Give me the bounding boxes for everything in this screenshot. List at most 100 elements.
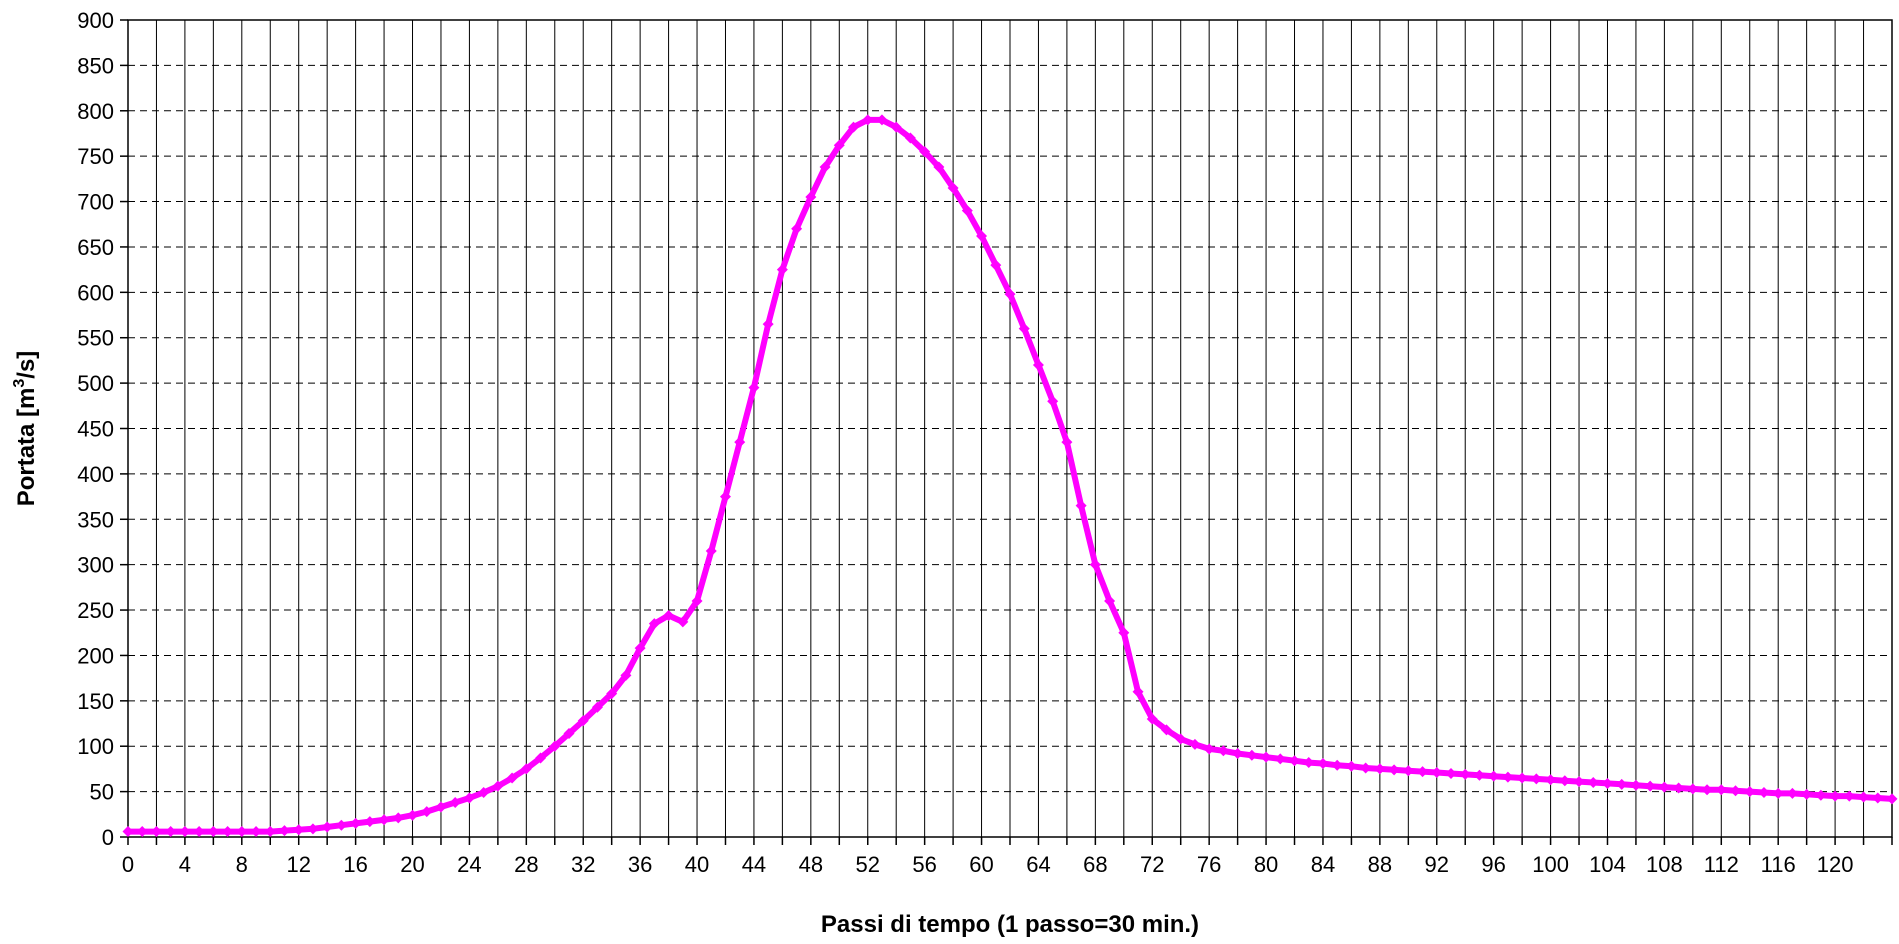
data-point: [535, 752, 547, 764]
data-point: [634, 642, 646, 654]
data-point: [1502, 771, 1514, 783]
data-point: [1644, 780, 1656, 792]
y-tick-label: 250: [77, 598, 114, 623]
x-tick-label: 56: [912, 852, 936, 877]
x-tick-label: 16: [343, 852, 367, 877]
y-tick-label: 150: [77, 689, 114, 714]
data-point: [335, 819, 347, 831]
data-point: [1630, 779, 1642, 791]
data-point: [620, 669, 632, 681]
data-point: [321, 821, 333, 833]
data-point: [250, 826, 262, 838]
data-point: [919, 146, 931, 158]
data-point: [307, 823, 319, 835]
x-tick-label: 44: [742, 852, 766, 877]
data-point: [207, 826, 219, 838]
x-tick-label: 48: [799, 852, 823, 877]
data-point: [1673, 782, 1685, 794]
data-point: [719, 491, 731, 503]
y-tick-label: 650: [77, 235, 114, 260]
data-point: [1246, 749, 1258, 761]
data-point: [1829, 790, 1841, 802]
x-tick-label: 116: [1761, 852, 1796, 877]
y-axis-title: Portata [m3/s]: [11, 351, 40, 507]
x-tick-label: 28: [514, 852, 538, 877]
data-point: [1075, 500, 1087, 512]
data-point: [1274, 753, 1286, 765]
y-tick-label: 700: [77, 190, 114, 215]
data-point: [449, 797, 461, 809]
data-point: [1004, 288, 1016, 300]
y-tick-label: 750: [77, 144, 114, 169]
data-point: [1203, 743, 1215, 755]
data-point: [1858, 791, 1870, 803]
data-point: [1744, 786, 1756, 798]
x-tick-label: 0: [122, 852, 134, 877]
data-point: [591, 701, 603, 713]
data-point: [1104, 595, 1116, 607]
x-tick-label: 12: [286, 852, 310, 877]
y-tick-label: 900: [77, 8, 114, 33]
data-point: [1801, 788, 1813, 800]
data-point: [933, 161, 945, 173]
data-point: [179, 826, 191, 838]
data-point: [1530, 773, 1542, 785]
data-point: [549, 740, 561, 752]
x-tick-label: 24: [457, 852, 481, 877]
data-point: [1545, 774, 1557, 786]
data-point: [136, 826, 148, 838]
data-point: [1516, 772, 1528, 784]
y-tick-label: 200: [77, 643, 114, 668]
x-tick-label: 20: [400, 852, 424, 877]
data-point: [520, 763, 532, 775]
data-point: [492, 780, 504, 792]
x-tick-label: 108: [1646, 852, 1683, 877]
data-point: [1616, 778, 1628, 790]
data-point: [1559, 775, 1571, 787]
data-point: [1018, 323, 1030, 335]
data-point: [833, 139, 845, 151]
x-tick-label: 76: [1197, 852, 1221, 877]
data-point: [976, 230, 988, 242]
data-point: [663, 610, 675, 622]
x-axis-tick-labels: 0 4 8 12 16 20 24 28 32 36 40 44 48 52 56 60 64 68 72 76 80 8…: [122, 852, 1854, 877]
x-tick-label: 36: [628, 852, 652, 877]
data-point: [1175, 733, 1187, 745]
data-point: [1118, 627, 1130, 639]
y-tick-label: 500: [77, 371, 114, 396]
data-point: [222, 826, 234, 838]
data-point: [236, 826, 248, 838]
x-axis-title: Passi di tempo (1 passo=30 min.): [821, 911, 1199, 938]
data-point: [350, 817, 362, 829]
y-tick-label: 50: [90, 780, 114, 805]
data-point: [904, 132, 916, 144]
data-point: [378, 814, 390, 826]
data-point: [150, 826, 162, 838]
x-tick-label: 96: [1481, 852, 1505, 877]
data-point: [1658, 781, 1670, 793]
x-tick-label: 40: [685, 852, 709, 877]
data-point: [990, 259, 1002, 271]
data-point: [648, 618, 660, 630]
data-point: [1473, 769, 1485, 781]
data-point: [435, 801, 447, 813]
data-point: [392, 812, 404, 824]
data-point: [278, 825, 290, 837]
data-point: [1160, 724, 1172, 736]
y-tick-label: 350: [77, 507, 114, 532]
data-point: [1317, 757, 1329, 769]
data-point: [961, 205, 973, 217]
x-tick-label: 92: [1425, 852, 1449, 877]
data-point: [1189, 738, 1201, 750]
data-point: [1217, 745, 1229, 757]
data-point: [1417, 766, 1429, 778]
data-point: [876, 114, 888, 126]
x-tick-label: 4: [179, 852, 191, 877]
x-tick-label: 68: [1083, 852, 1107, 877]
data-point: [1772, 787, 1784, 799]
y-tick-label: 600: [77, 280, 114, 305]
data-point: [1132, 686, 1144, 698]
data-point: [1047, 395, 1059, 407]
x-tick-label: 64: [1026, 852, 1050, 877]
